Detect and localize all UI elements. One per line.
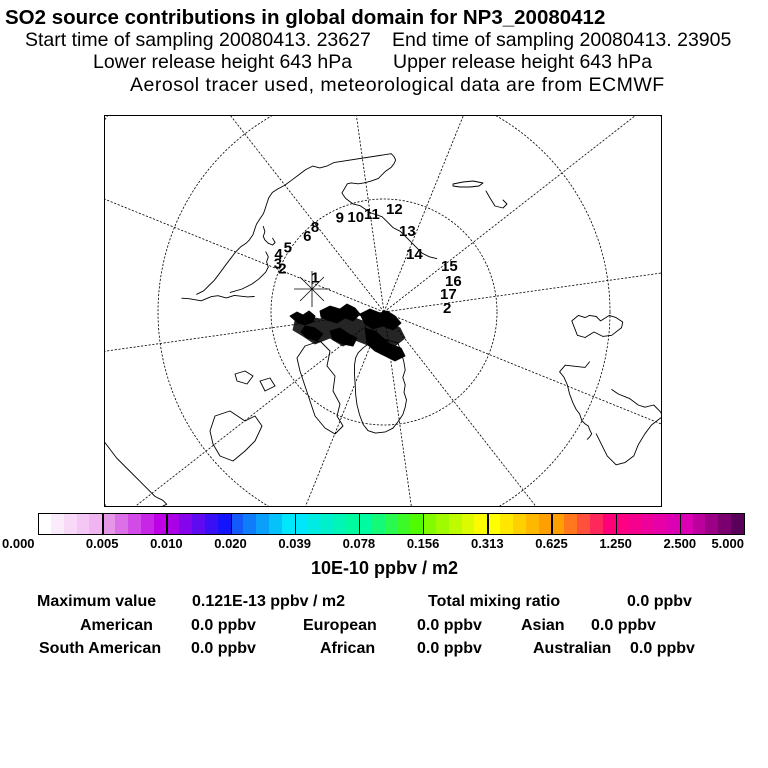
svg-text:5: 5 bbox=[284, 240, 292, 257]
svg-text:12: 12 bbox=[386, 201, 403, 218]
svg-text:13: 13 bbox=[399, 223, 416, 240]
svg-text:14: 14 bbox=[406, 246, 423, 263]
svg-text:11: 11 bbox=[364, 206, 380, 223]
svg-text:9: 9 bbox=[336, 210, 344, 227]
svg-text:10: 10 bbox=[347, 209, 364, 226]
svg-text:4: 4 bbox=[274, 246, 283, 263]
svg-text:2: 2 bbox=[443, 300, 451, 317]
svg-text:8: 8 bbox=[311, 219, 319, 236]
